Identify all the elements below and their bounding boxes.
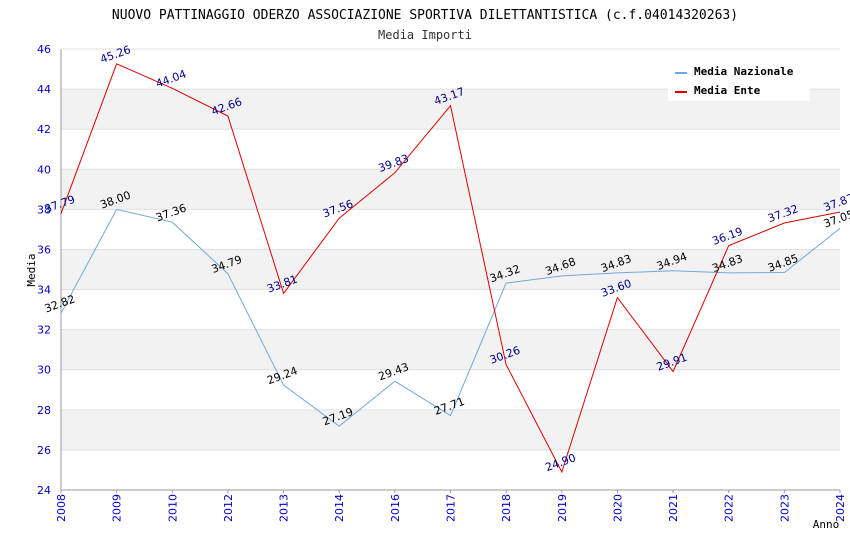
series-line-nazionale — [60, 208, 841, 427]
y-tick-label: 26 — [37, 444, 51, 457]
y-tick-label: 24 — [37, 484, 51, 497]
x-tick-label: 2018 — [500, 494, 513, 522]
y-tick-label: 44 — [37, 83, 51, 96]
y-tick-labels: 24 26 28 30 32 34 36 38 40 42 44 46 — [37, 43, 51, 497]
x-tick-label: 2013 — [278, 494, 291, 522]
data-label-ente: 44.04 — [154, 68, 188, 91]
grid-band — [61, 169, 840, 210]
chart-title: NUOVO PATTINAGGIO ODERZO ASSOCIAZIONE SP… — [112, 8, 738, 23]
series-line-ente — [60, 63, 841, 474]
legend: Media Nazionale Media Ente — [668, 60, 810, 101]
chart-subtitle: Media Importi — [378, 28, 472, 42]
data-label-ente: 36.19 — [710, 225, 744, 248]
y-axis-label: Media — [25, 253, 38, 286]
y-tick-label: 40 — [37, 163, 51, 176]
x-tick-label: 2012 — [222, 494, 235, 522]
y-tick-label: 32 — [37, 324, 51, 337]
y-tick-label: 38 — [37, 203, 51, 216]
x-tick-label: 2008 — [55, 494, 68, 522]
series-lines — [60, 63, 841, 474]
x-tick-label: 2023 — [778, 494, 791, 522]
data-label-ente: 45.26 — [98, 43, 132, 66]
grid-bands — [61, 48, 840, 491]
x-tick-label: 2014 — [333, 494, 346, 522]
grid-band — [61, 329, 840, 370]
x-tick-labels: 2008 2009 2010 2012 2013 2014 2016 2017 2018 2019… — [55, 490, 847, 522]
y-tick-label: 36 — [37, 243, 51, 256]
grid-band — [61, 409, 840, 450]
legend-label-ente: Media Ente — [694, 84, 761, 97]
y-tick-label: 34 — [37, 284, 51, 297]
x-tick-label: 2009 — [111, 494, 124, 522]
y-tick-label: 30 — [37, 364, 51, 377]
x-axis-label: Anno — [813, 518, 840, 531]
legend-label-nazionale: Media Nazionale — [694, 65, 794, 78]
grid-band — [61, 249, 840, 290]
x-tick-label: 2019 — [556, 494, 569, 522]
y-tick-label: 28 — [37, 404, 51, 417]
x-tick-label: 2020 — [611, 494, 624, 522]
x-tick-label: 2024 — [834, 494, 847, 522]
y-tick-label: 46 — [37, 43, 51, 56]
x-tick-label: 2017 — [445, 494, 458, 522]
x-tick-label: 2010 — [166, 494, 179, 522]
x-tick-label: 2016 — [389, 494, 402, 522]
x-tick-label: 2022 — [723, 494, 736, 522]
y-tick-label: 42 — [37, 123, 51, 136]
data-label-ente: 37.79 — [43, 193, 77, 216]
x-tick-label: 2021 — [667, 494, 680, 522]
legend-box — [668, 60, 810, 101]
